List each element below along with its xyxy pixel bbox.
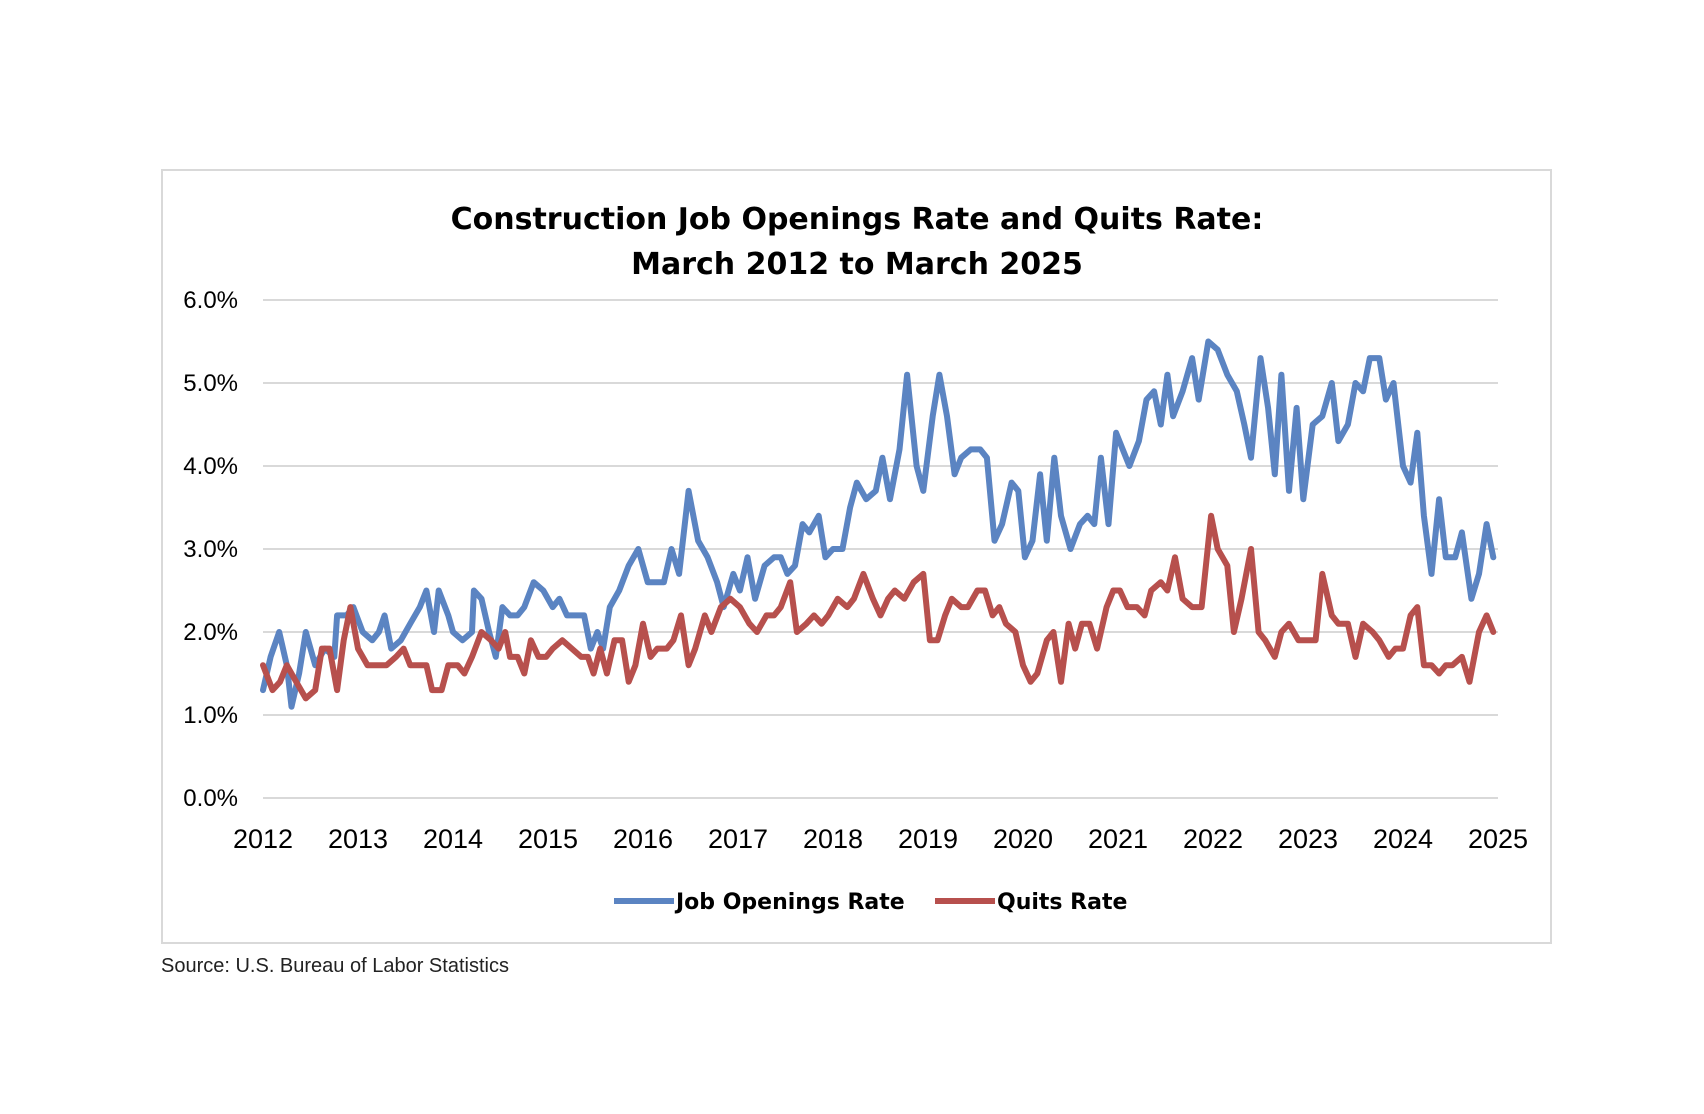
x-tick-label: 2018	[803, 824, 863, 854]
x-tick-label: 2017	[708, 824, 768, 854]
x-tick-label: 2024	[1373, 824, 1433, 854]
x-tick-label: 2025	[1468, 824, 1528, 854]
chart-frame: Construction Job Openings Rate and Quits…	[161, 169, 1552, 944]
y-tick-label: 1.0%	[183, 702, 238, 729]
x-tick-label: 2020	[993, 824, 1053, 854]
chart-title: Construction Job Openings Rate and Quits…	[451, 202, 1264, 237]
grid-layer	[263, 299, 1498, 799]
y-tick-label: 0.0%	[183, 785, 238, 812]
x-tick-label: 2012	[233, 824, 293, 854]
series-line-quits	[260, 512, 1497, 702]
series-layer	[260, 338, 1497, 710]
x-tick-label: 2015	[518, 824, 578, 854]
legend: Job Openings Rate Quits Rate	[614, 890, 1127, 915]
x-axis-ticks: 2012 2013 2014 2015 2016 2017 2018 2019 2020 2021…	[233, 824, 1528, 854]
y-tick-label: 5.0%	[183, 370, 238, 397]
series-line-job-openings	[260, 338, 1497, 710]
y-tick-label: 4.0%	[183, 453, 238, 480]
y-axis-ticks: 0.0% 1.0% 2.0% 3.0% 4.0% 5.0% 6.0%	[183, 287, 238, 812]
y-tick-label: 3.0%	[183, 536, 238, 563]
legend-label-quits: Quits Rate	[997, 890, 1127, 915]
x-tick-label: 2023	[1278, 824, 1338, 854]
y-tick-label: 2.0%	[183, 619, 238, 646]
x-tick-label: 2016	[613, 824, 673, 854]
x-tick-label: 2014	[423, 824, 483, 854]
chart-svg: Construction Job Openings Rate and Quits…	[183, 202, 1528, 915]
x-tick-label: 2021	[1088, 824, 1148, 854]
x-tick-label: 2022	[1183, 824, 1243, 854]
y-tick-label: 6.0%	[183, 287, 238, 314]
x-tick-label: 2019	[898, 824, 958, 854]
chart-subtitle: March 2012 to March 2025	[631, 247, 1083, 282]
x-tick-label: 2013	[328, 824, 388, 854]
legend-label-job-openings: Job Openings Rate	[674, 890, 905, 915]
source-note: Source: U.S. Bureau of Labor Statistics	[161, 955, 509, 977]
